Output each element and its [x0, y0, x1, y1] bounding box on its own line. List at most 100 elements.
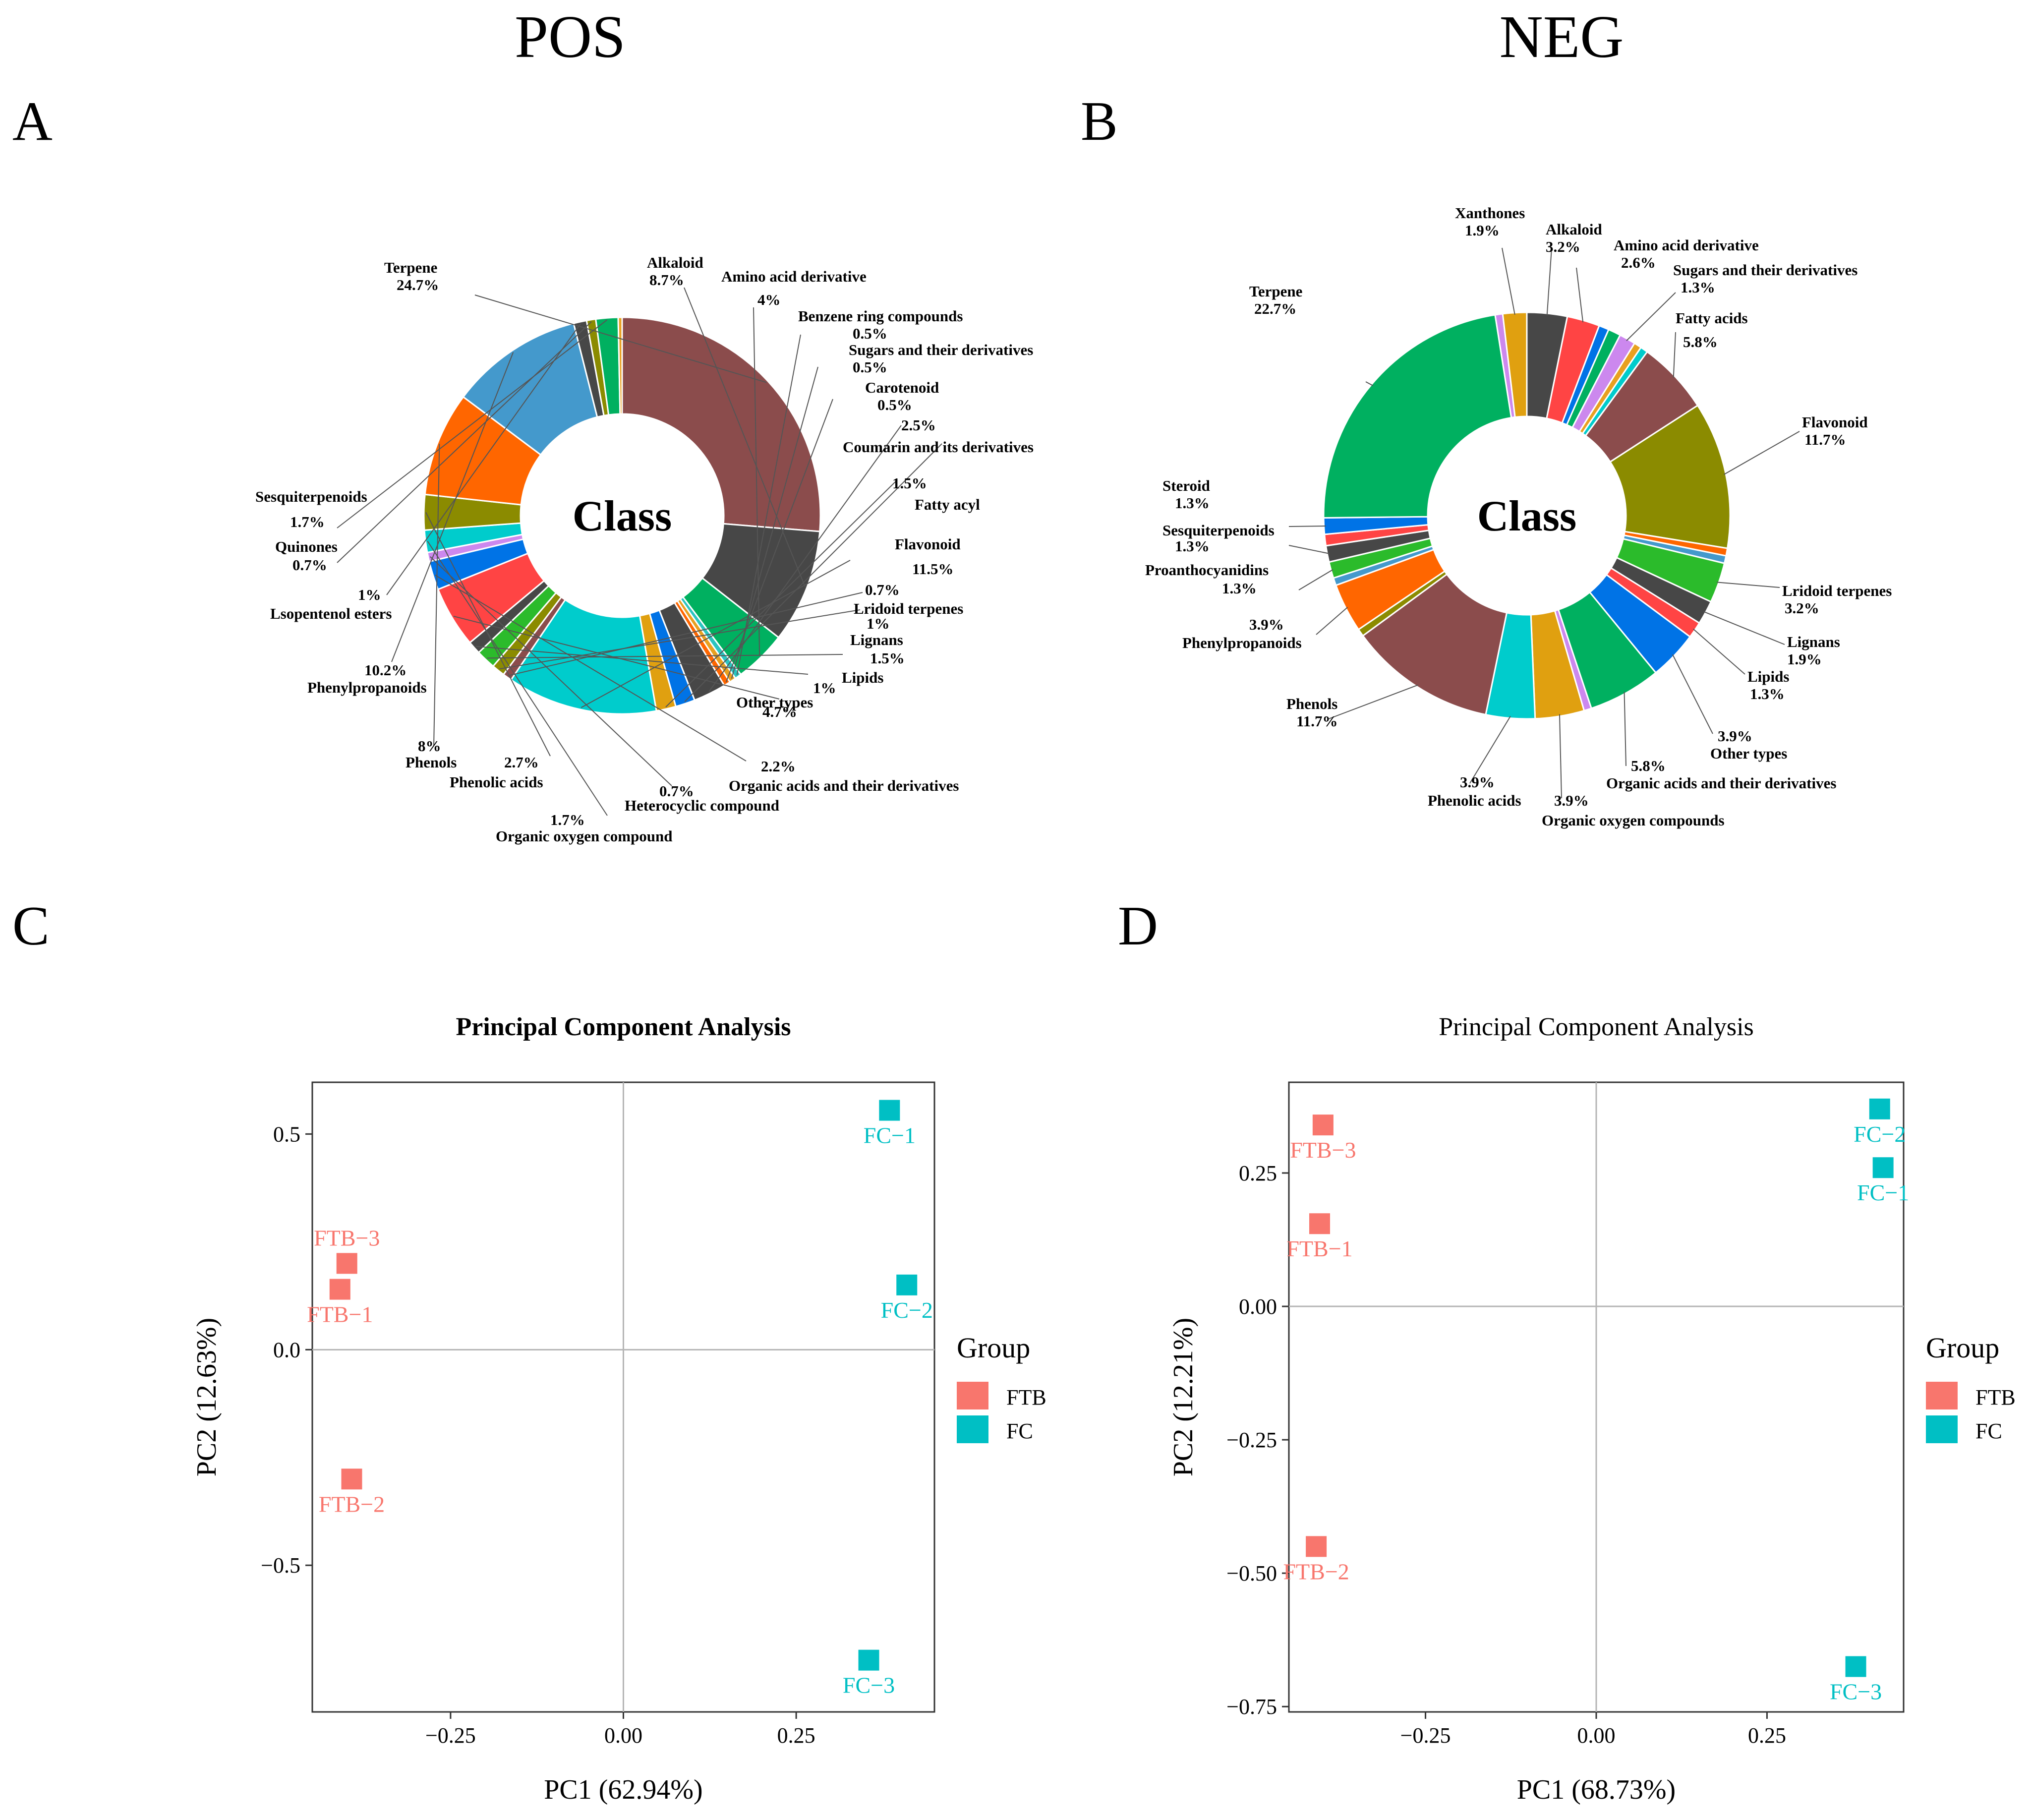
leader-line-terpene: [474, 294, 767, 383]
slice-label-heterocyclic-compound: Heterocyclic compound: [625, 797, 779, 814]
donut-slice-flavonoid: [1609, 404, 1731, 549]
pca-title: Principal Component Analysis: [456, 1013, 791, 1041]
data-point-ftb-3: [1312, 1115, 1334, 1136]
leader-line-sesquiterpenoids: [1288, 545, 1330, 554]
panel-letter-b: B: [1081, 91, 1118, 152]
neg-heading: NEG: [1500, 3, 1624, 70]
leader-line-sugars-and-their-derivatives: [1626, 292, 1676, 341]
legend-title: Group: [1926, 1332, 1999, 1364]
slice-label-organic-oxygen-compounds: Organic oxygen compounds: [1542, 812, 1725, 829]
slice-percent-unlabeled: 2.5%: [901, 416, 936, 434]
slice-label-terpene: Terpene: [384, 259, 437, 276]
leader-line-xanthones: [1502, 247, 1515, 315]
leader-line-terpene: [1365, 381, 1374, 386]
legend-key-fc: [1926, 1415, 1958, 1443]
slice-label-alkaloid: Alkaloid: [647, 254, 703, 271]
legend-label-ftb: FTB: [1975, 1385, 2016, 1409]
leader-line-organic-acids-and-their-derivatives: [1624, 692, 1626, 766]
leader-line-phenolic-acids: [1469, 716, 1511, 784]
x-tick-label: 0.25: [1748, 1723, 1786, 1748]
donut-center-label: Class: [1477, 492, 1577, 540]
data-point-fc-1: [1872, 1157, 1894, 1178]
slice-percent-organic-oxygen-compounds: 3.9%: [1554, 792, 1589, 809]
leader-line-organic-oxygen-compound: [427, 540, 608, 816]
y-tick-label: 0.5: [273, 1122, 300, 1146]
leader-line-lridoid-glucoside: [508, 592, 863, 676]
slice-label-lignans: Lignans: [1787, 633, 1840, 650]
donut-slice-terpene: [1323, 314, 1512, 519]
slice-percent-fatty-acids: 5.8%: [1683, 333, 1718, 351]
data-label-ftb-2: FTB−2: [1283, 1559, 1349, 1584]
slice-percent-carotenoid: 0.5%: [877, 396, 912, 413]
slice-label-sesquiterpenoids: Sesquiterpenoids: [255, 488, 367, 505]
leader-line-phenols: [433, 444, 440, 747]
y-axis-label: PC2 (12.21%): [1168, 1318, 1199, 1476]
leader-line-quinones: [337, 321, 592, 563]
slice-percent-sesquiterpenoids: 1.7%: [290, 513, 325, 530]
leader-line-lignans: [1703, 611, 1785, 645]
data-point-fc-1: [879, 1100, 900, 1121]
slice-percent-organic-acids-and-their-derivatives: 2.2%: [761, 758, 796, 775]
slice-percent-other-types: 3.9%: [1718, 727, 1752, 745]
slice-label-flavonoid: Flavonoid: [1802, 413, 1868, 431]
slice-label-phenols: Phenols: [406, 754, 457, 771]
slice-label-fatty-acyl: Fatty acyl: [915, 496, 980, 513]
data-point-fc-2: [1869, 1098, 1890, 1119]
leader-line-unlabeled: [708, 425, 902, 692]
data-point-ftb-2: [341, 1468, 362, 1490]
slice-percent-organic-acids-and-their-derivatives: 5.8%: [1631, 757, 1666, 774]
leader-line-lipids: [1692, 628, 1745, 675]
leader-line-lridoid-terpenes: [499, 609, 861, 670]
slice-label-coumarin-and-its-derivatives: Coumarin and its derivatives: [843, 438, 1034, 456]
leader-line-fatty-acyl: [665, 479, 898, 707]
slice-label-xanthones: Xanthones: [1455, 204, 1525, 222]
slice-percent-phenols: 8%: [418, 737, 441, 755]
pca-title: Principal Component Analysis: [1439, 1013, 1754, 1041]
slice-percent-organic-oxygen-compound: 1.7%: [550, 811, 585, 828]
slice-label-organic-oxygen-compound: Organic oxygen compound: [496, 827, 673, 845]
pca-chart-neg: Principal Component Analysis −0.25 0.00 0.2…: [1168, 1013, 2016, 1805]
leader-line-lignans: [487, 654, 843, 659]
y-tick-label: 0.00: [1239, 1294, 1277, 1319]
donut-center-label: Class: [573, 492, 672, 540]
legend-key-ftb: [957, 1382, 988, 1409]
slice-percent-steroid: 1.3%: [1175, 494, 1210, 512]
slice-percent-phenylpropanoids: 10.2%: [364, 661, 406, 679]
slice-percent-flavonoid: 11.7%: [1804, 431, 1846, 448]
slice-label-phenylpropanoids: Phenylpropanoids: [307, 679, 427, 696]
data-point-ftb-2: [1306, 1536, 1327, 1557]
leader-line-phenylpropanoids: [391, 352, 514, 662]
slice-percent-alkaloid: 3.2%: [1546, 238, 1580, 255]
slice-label-lridoid-terpenes: Lridoid terpenes: [854, 600, 963, 617]
data-label-fc-3: FC−3: [1830, 1679, 1882, 1704]
data-label-ftb-3: FTB−3: [314, 1225, 380, 1250]
slice-label-amino-acid-derivative: Amino acid derivative: [1614, 236, 1759, 254]
data-label-ftb-2: FTB−2: [319, 1491, 385, 1517]
slice-percent-alkaloid: 8.7%: [649, 271, 684, 289]
data-label-fc-1: FC−1: [1857, 1180, 1909, 1205]
leader-line-flavonoid: [1723, 431, 1800, 475]
slice-percent-flavonoid: 11.5%: [912, 560, 954, 578]
slice-label-phenols: Phenols: [1286, 695, 1337, 712]
slice-label-proanthocyanidins: Proanthocyanidins: [1145, 561, 1269, 579]
panel-letter-a: A: [12, 91, 53, 152]
x-axis-label: PC1 (62.94%): [544, 1774, 702, 1805]
slice-percent-fatty-acyl: 1.5%: [892, 474, 927, 492]
x-tick-label: −0.25: [1400, 1723, 1451, 1748]
slice-percent-lridoid-glucoside: 0.7%: [865, 581, 900, 598]
slice-label-lipids: Lipids: [842, 669, 883, 686]
y-tick-label: −0.75: [1226, 1695, 1277, 1719]
data-point-fc-2: [896, 1274, 918, 1295]
slice-percent-sesquiterpenoids: 1.3%: [1175, 537, 1210, 555]
slice-label-organic-acids-and-their-derivatives: Organic acids and their derivatives: [1606, 774, 1836, 792]
leader-line-organic-acids-and-their-derivatives: [435, 574, 747, 762]
slice-label-carotenoid: Carotenoid: [865, 379, 939, 396]
y-axis-label: PC2 (12.63%): [191, 1318, 222, 1476]
data-label-ftb-1: FTB−1: [1286, 1236, 1352, 1261]
slice-percent-lignans: 1.5%: [870, 649, 905, 667]
slice-label-steroid: Steroid: [1162, 477, 1210, 494]
slice-percent-proanthocyanidins: 1.3%: [1222, 580, 1257, 597]
slice-percent-terpene: 22.7%: [1254, 300, 1296, 317]
